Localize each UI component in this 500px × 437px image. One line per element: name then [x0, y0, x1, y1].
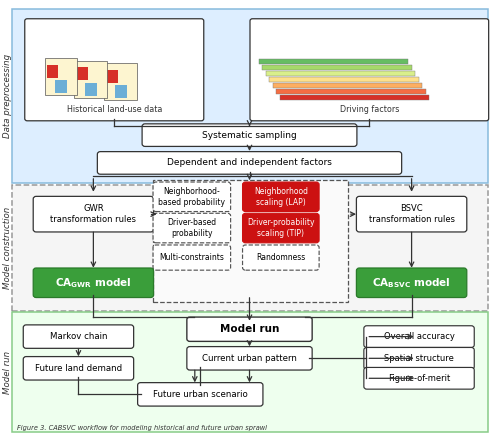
Text: Figure 3. CABSVC workflow for modeling historical and future urban sprawl: Figure 3. CABSVC workflow for modeling h…: [18, 425, 268, 431]
FancyBboxPatch shape: [12, 9, 488, 183]
FancyBboxPatch shape: [364, 326, 474, 347]
FancyBboxPatch shape: [77, 67, 88, 80]
Bar: [259, 59, 408, 64]
FancyBboxPatch shape: [12, 312, 488, 432]
FancyBboxPatch shape: [356, 196, 467, 232]
Bar: [262, 65, 412, 70]
Text: BSVC
transformation rules: BSVC transformation rules: [368, 204, 454, 224]
Text: Overall accuracy: Overall accuracy: [384, 332, 454, 341]
FancyBboxPatch shape: [47, 65, 58, 78]
FancyBboxPatch shape: [142, 124, 357, 146]
FancyBboxPatch shape: [364, 368, 474, 389]
Text: Spatial structure: Spatial structure: [384, 354, 454, 363]
Text: Data preprocessing: Data preprocessing: [4, 54, 13, 138]
FancyBboxPatch shape: [364, 347, 474, 369]
Text: Driver-probability
scaling (TIP): Driver-probability scaling (TIP): [247, 218, 314, 238]
Bar: [273, 83, 422, 88]
Text: Figure-of-merit: Figure-of-merit: [388, 374, 450, 383]
Text: Current urban pattern: Current urban pattern: [202, 354, 297, 363]
Bar: [270, 77, 418, 82]
FancyBboxPatch shape: [24, 325, 134, 348]
FancyBboxPatch shape: [25, 19, 204, 121]
Text: Model run: Model run: [220, 324, 279, 334]
FancyBboxPatch shape: [85, 83, 97, 96]
FancyBboxPatch shape: [107, 70, 118, 83]
Text: $\mathregular{CA_{GWR}}$ model: $\mathregular{CA_{GWR}}$ model: [55, 276, 132, 290]
FancyBboxPatch shape: [44, 58, 78, 95]
Text: Future urban scenario: Future urban scenario: [153, 390, 248, 399]
FancyBboxPatch shape: [242, 182, 319, 212]
FancyBboxPatch shape: [153, 245, 230, 270]
Text: Neighborhood-
based probability: Neighborhood- based probability: [158, 187, 226, 207]
Text: Markov chain: Markov chain: [50, 332, 107, 341]
Text: Randomness: Randomness: [256, 253, 306, 262]
FancyBboxPatch shape: [138, 383, 263, 406]
Bar: [276, 89, 426, 94]
FancyBboxPatch shape: [153, 180, 348, 302]
FancyBboxPatch shape: [356, 268, 467, 298]
Text: Multi-constraints: Multi-constraints: [160, 253, 224, 262]
Bar: [266, 71, 415, 76]
Text: Model run: Model run: [4, 350, 13, 394]
FancyBboxPatch shape: [55, 80, 67, 93]
FancyBboxPatch shape: [104, 63, 137, 101]
FancyBboxPatch shape: [242, 213, 319, 243]
Text: Driving factors: Driving factors: [340, 104, 399, 114]
Bar: [280, 95, 429, 101]
FancyBboxPatch shape: [153, 213, 230, 243]
FancyBboxPatch shape: [33, 268, 154, 298]
Text: GWR
transformation rules: GWR transformation rules: [50, 204, 136, 224]
FancyBboxPatch shape: [74, 61, 108, 98]
FancyBboxPatch shape: [98, 152, 402, 174]
FancyBboxPatch shape: [24, 357, 134, 380]
Text: Neighborhood
scaling (LAP): Neighborhood scaling (LAP): [254, 187, 308, 207]
Text: Driver-based
probability: Driver-based probability: [168, 218, 216, 238]
Text: $\mathregular{CA_{BSVC}}$ model: $\mathregular{CA_{BSVC}}$ model: [372, 276, 451, 290]
FancyBboxPatch shape: [153, 182, 230, 212]
Text: Future land demand: Future land demand: [35, 364, 122, 373]
FancyBboxPatch shape: [187, 347, 312, 370]
FancyBboxPatch shape: [242, 245, 319, 270]
FancyBboxPatch shape: [187, 317, 312, 341]
Text: Historical land-use data: Historical land-use data: [66, 104, 162, 114]
FancyBboxPatch shape: [250, 19, 488, 121]
Text: Model construction: Model construction: [4, 206, 13, 289]
FancyBboxPatch shape: [115, 85, 126, 98]
Text: Systematic sampling: Systematic sampling: [202, 131, 297, 140]
FancyBboxPatch shape: [12, 184, 488, 311]
FancyBboxPatch shape: [33, 196, 154, 232]
Text: Dependent and independent factors: Dependent and independent factors: [167, 159, 332, 167]
